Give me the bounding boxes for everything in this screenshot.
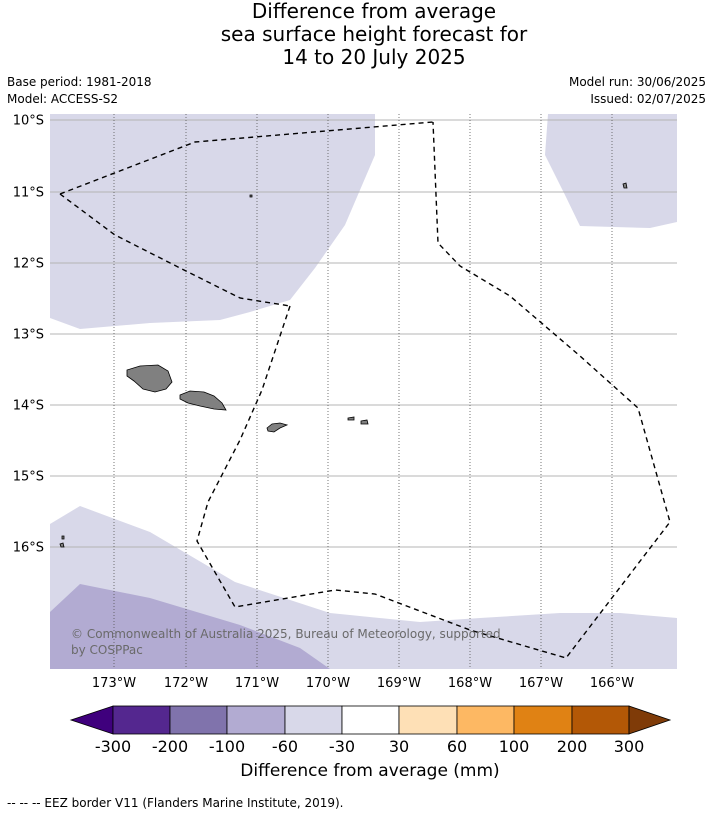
colorbar-tick-label: 200 — [557, 737, 588, 756]
model-name: Model: ACCESS-S2 — [7, 92, 119, 106]
lon-label: 171°W — [235, 676, 279, 691]
island-manua-2 — [360, 419, 369, 425]
issued-date: Issued: 02/07/2025 — [590, 92, 706, 106]
lat-label: 10°S — [13, 114, 44, 129]
lat-label: 16°S — [13, 541, 44, 556]
lat-label: 12°S — [13, 257, 44, 272]
eez-border-samoa-west — [59, 193, 291, 307]
colorbar-title: Difference from average (mm) — [240, 761, 500, 781]
lon-label: 168°W — [448, 676, 492, 691]
island-south-1 — [59, 542, 65, 548]
meta-right: Model run: 30/06/2025 Issued: 02/07/2025 — [569, 74, 706, 108]
map-frame — [50, 114, 677, 669]
lon-label: 170°W — [306, 676, 350, 691]
anomaly-region-northeast — [545, 114, 677, 228]
eez-border-tokelau — [59, 121, 434, 195]
anomaly-region-northwest — [50, 114, 375, 329]
meta-left: Base period: 1981-2018 Model: ACCESS-S2 — [7, 74, 152, 108]
island-tokelau — [622, 182, 628, 189]
anomaly-region-south-deep — [50, 584, 330, 669]
colorbar-swatch — [513, 705, 573, 735]
island-upolu — [179, 390, 227, 411]
eez-legend-note: -- -- -- EEZ border V11 (Flanders Marine… — [7, 796, 344, 810]
model-run: Model run: 30/06/2025 — [568, 75, 706, 89]
colorbar-swatch — [456, 705, 515, 735]
island-manua-1 — [347, 416, 355, 421]
colorbar-tick-label: -30 — [329, 737, 355, 756]
colorbar-swatch — [284, 705, 343, 735]
lon-label: 166°W — [590, 676, 634, 691]
colorbar-tick-label: -100 — [209, 737, 245, 756]
colorbar-swatch — [571, 705, 630, 735]
colorbar-swatch — [398, 705, 458, 735]
colorbar-tick-label: 60 — [447, 737, 467, 756]
colorbar-tick-label: 30 — [389, 737, 409, 756]
colorbar-tick-label: -200 — [152, 737, 188, 756]
colorbar: -300 -200 -100 -60 -30 30 60 100 200 300 — [69, 705, 672, 756]
colorbar-extend-low — [69, 705, 114, 735]
island-south-2 — [61, 535, 65, 540]
colorbar-tick-label: -60 — [272, 737, 298, 756]
lat-label: 14°S — [13, 399, 44, 414]
lon-label: 169°W — [377, 676, 421, 691]
island-savaii — [126, 364, 173, 393]
colorbar-swatch — [169, 705, 228, 735]
lat-label: 11°S — [13, 186, 44, 201]
lon-label: 167°W — [519, 676, 563, 691]
base-period: Base period: 1981-2018 — [7, 75, 152, 89]
colorbar-swatch — [341, 705, 400, 735]
colorbar-tick-label: -300 — [95, 737, 131, 756]
lat-label: 15°S — [13, 470, 44, 485]
colorbar-swatch — [112, 705, 171, 735]
island-tutuila — [266, 422, 289, 433]
lon-label: 173°W — [92, 676, 136, 691]
island-swains — [249, 194, 253, 198]
colorbar-swatch — [226, 705, 286, 735]
gridlines — [50, 114, 677, 669]
lon-label: 172°W — [164, 676, 208, 691]
longitude-axis: 173°W 172°W 171°W 170°W 169°W 168°W 167°… — [92, 676, 634, 691]
colorbar-extend-high — [628, 705, 672, 735]
title-line-2: sea surface height forecast for — [220, 22, 528, 46]
map-title: Difference from average sea surface heig… — [0, 0, 713, 69]
colorbar-tick-label: 300 — [614, 737, 645, 756]
lat-label: 13°S — [13, 328, 44, 343]
latitude-axis: 10°S 11°S 12°S 13°S 14°S 15°S 16°S — [13, 114, 44, 556]
title-line-1: Difference from average — [251, 0, 497, 23]
title-line-3: 14 to 20 July 2025 — [282, 45, 466, 69]
eez-border-american-samoa — [196, 121, 671, 659]
colorbar-tick-label: 100 — [499, 737, 530, 756]
copyright-notice: © Commonwealth of Australia 2025, Bureau… — [71, 627, 501, 657]
